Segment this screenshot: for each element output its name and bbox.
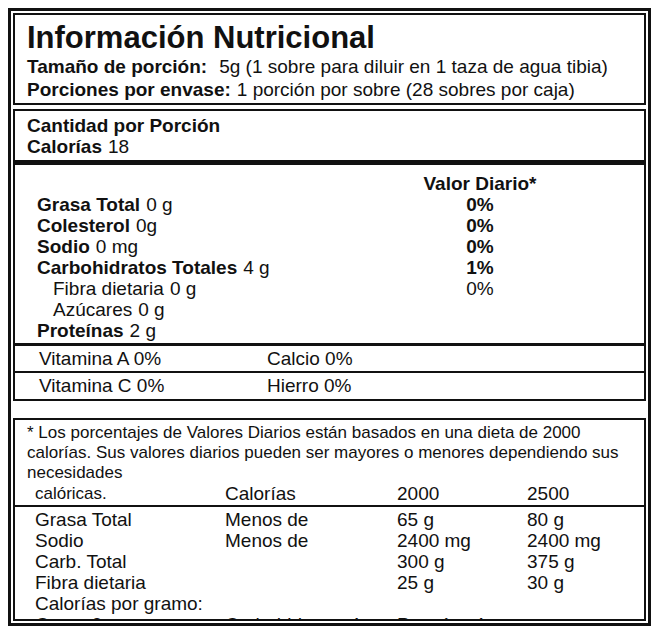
label-title: Información Nutricional xyxy=(27,20,636,55)
amount-per-serving-block: Cantidad por Porción Calorías 18 xyxy=(15,111,644,157)
reference-row-sodium: Sodio Menos de 2400 mg 2400 mg xyxy=(25,530,634,551)
footnote-section: * Los porcentajes de Valores Diarios est… xyxy=(13,418,646,621)
nutrient-amount: 0 mg xyxy=(96,236,138,257)
reference-qualifier xyxy=(225,572,397,593)
micronutrient-row-1: Vitamina A 0% Calcio 0% xyxy=(15,346,644,371)
table-divider xyxy=(15,505,644,507)
calories-value: 18 xyxy=(108,136,129,157)
nutrient-amount: 0g xyxy=(136,215,157,236)
fat-per-gram: Grasa 9 xyxy=(35,614,225,621)
nutrient-daily-value: 0% xyxy=(395,194,565,215)
calories-per-gram-row: Grasa 9 Carbohidratos 4 Proteína 4 xyxy=(25,614,634,621)
nutrient-row-sugars: Azúcares 0 g xyxy=(15,299,644,320)
nutrient-daily-value: 0% xyxy=(395,278,565,299)
nutrient-amount: 0 g xyxy=(170,278,196,299)
reference-name: Fibra dietaria xyxy=(35,572,225,593)
reference-2000-value: 25 g xyxy=(397,572,527,593)
serving-size-row: Tamaño de porción: 5g (1 sobre para dilui… xyxy=(27,55,636,78)
nutrition-label: Información Nutricional Tamaño de porció… xyxy=(8,8,651,626)
serving-size-value: 5g (1 sobre para diluir en 1 taza de agu… xyxy=(219,56,608,77)
footnote-continuation: calóricas. xyxy=(35,483,225,504)
daily-value-header: Valor Diario* xyxy=(395,173,565,194)
reference-name: Carb. Total xyxy=(35,551,225,572)
servings-per-package-value: 1 porción por sobre (28 sobres por caja) xyxy=(237,79,575,100)
nutrient-row-protein: Proteínas 2 g xyxy=(15,320,644,341)
nutrient-daily-value: 0% xyxy=(395,215,565,236)
reference-name: Sodio xyxy=(35,530,225,551)
nutrient-name: Grasa Total xyxy=(37,194,140,215)
thick-divider xyxy=(15,160,644,165)
nutrient-amount: 2 g xyxy=(130,320,156,341)
vitamin-c-value: Vitamina C 0% xyxy=(39,373,267,398)
nutrient-daily-value: 1% xyxy=(395,257,565,278)
reference-row-total-carb: Carb. Total 300 g 375 g xyxy=(25,551,634,572)
nutrient-name: Fibra dietaria xyxy=(37,278,164,299)
reference-row-total-fat: Grasa Total Menos de 65 g 80 g xyxy=(25,509,634,530)
amount-per-serving-heading: Cantidad por Porción xyxy=(27,115,632,136)
calories-label: Calorías xyxy=(27,136,102,157)
reference-2000-value: 65 g xyxy=(397,509,527,530)
nutrient-amount: 0 g xyxy=(146,194,172,215)
serving-size-label: Tamaño de porción: xyxy=(27,56,207,77)
carbs-per-gram: Carbohidratos 4 xyxy=(225,614,397,621)
daily-value-header-row: Valor Diario* xyxy=(15,173,644,194)
reference-row-dietary-fiber: Fibra dietaria 25 g 30 g xyxy=(25,572,634,593)
nutrient-row-sodium: Sodio 0 mg 0% xyxy=(15,236,644,257)
reference-2500-value: 2400 mg xyxy=(527,530,634,551)
protein-per-gram: Proteína 4 xyxy=(397,614,527,621)
vitamin-a-value: Vitamina A 0% xyxy=(39,346,267,371)
iron-value: Hierro 0% xyxy=(267,373,644,398)
nutrient-amount: 0 g xyxy=(138,299,164,320)
nutrient-daily-value: 0% xyxy=(395,236,565,257)
reference-table-header-row: calóricas. Calorías 2000 2500 xyxy=(25,483,634,504)
nutrient-name: Carbohidratos Totales xyxy=(37,257,237,278)
nutrient-row-cholesterol: Colesterol 0g 0% xyxy=(15,215,644,236)
reference-name: Grasa Total xyxy=(35,509,225,530)
nutrients-section: Cantidad por Porción Calorías 18 Valor Di… xyxy=(13,109,646,401)
nutrient-daily-value xyxy=(395,299,565,320)
reference-col-calories: Calorías xyxy=(225,483,397,504)
nutrient-row-total-carbs: Carbohidratos Totales 4 g 1% xyxy=(15,257,644,278)
reference-2500-value: 80 g xyxy=(527,509,634,530)
nutrient-row-dietary-fiber: Fibra dietaria 0 g 0% xyxy=(15,278,644,299)
servings-per-package-row: Porciones por envase: 1 porción por sobre… xyxy=(27,78,636,101)
reference-col-2500: 2500 xyxy=(527,483,634,504)
daily-value-footnote: * Los porcentajes de Valores Diarios est… xyxy=(25,423,634,483)
reference-qualifier: Menos de xyxy=(225,530,397,551)
label-header-section: Información Nutricional Tamaño de porció… xyxy=(13,13,646,105)
reference-2000-value: 300 g xyxy=(397,551,527,572)
nutrient-name: Azúcares xyxy=(37,299,132,320)
nutrient-name: Colesterol xyxy=(37,215,130,236)
reference-qualifier xyxy=(225,551,397,572)
reference-qualifier: Menos de xyxy=(225,509,397,530)
micronutrient-row-2: Vitamina C 0% Hierro 0% xyxy=(15,373,644,398)
nutrient-daily-value xyxy=(395,320,565,341)
nutrient-amount: 4 g xyxy=(243,257,269,278)
nutrient-row-total-fat: Grasa Total 0 g 0% xyxy=(15,194,644,215)
nutrient-name: Proteínas xyxy=(37,320,124,341)
reference-2000-value: 2400 mg xyxy=(397,530,527,551)
reference-col-2000: 2000 xyxy=(397,483,527,504)
calcium-value: Calcio 0% xyxy=(267,346,644,371)
reference-2500-value: 30 g xyxy=(527,572,634,593)
calories-per-gram-heading: Calorías por gramo: xyxy=(25,593,634,614)
reference-2500-value: 375 g xyxy=(527,551,634,572)
nutrient-name: Sodio xyxy=(37,236,90,257)
calories-row: Calorías 18 xyxy=(27,136,632,157)
servings-per-package-label: Porciones por envase: xyxy=(27,79,231,100)
